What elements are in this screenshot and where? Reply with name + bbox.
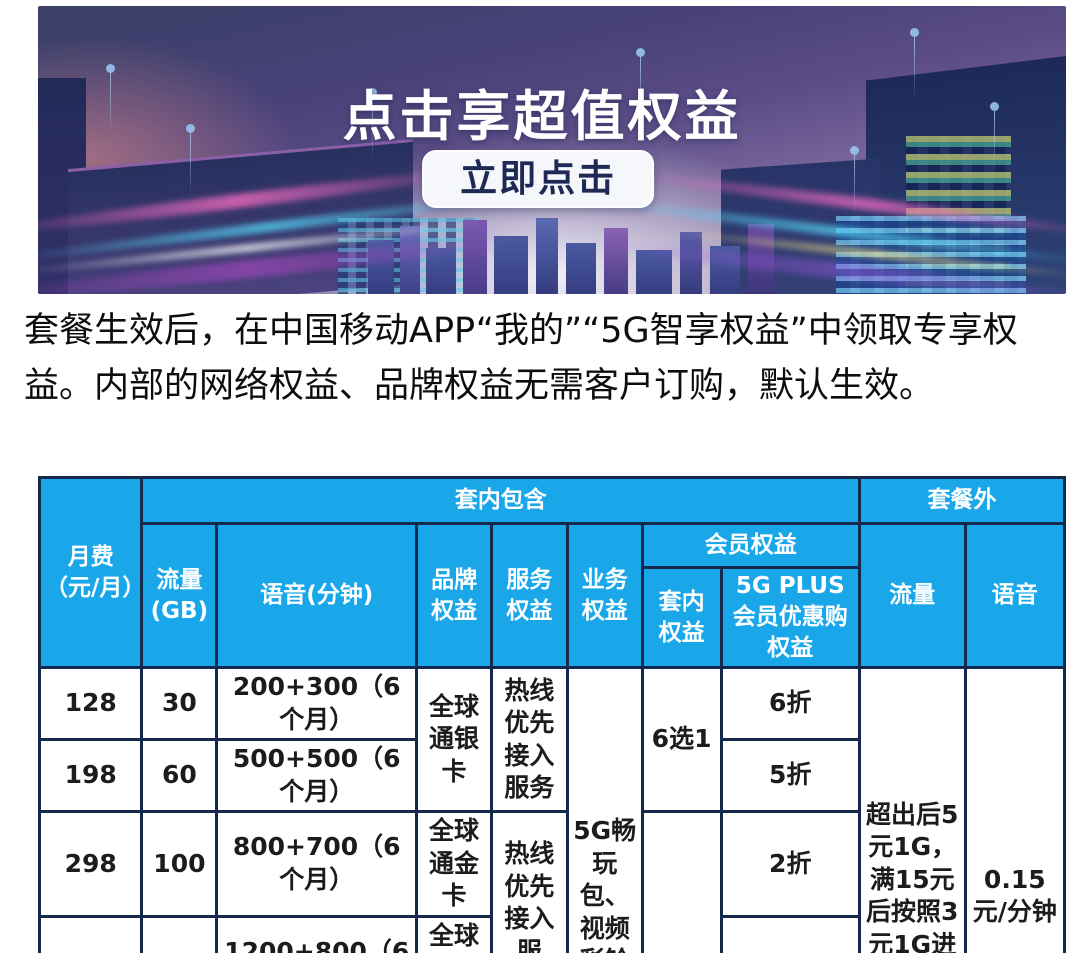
cell-voice: 1200+800（6个月） [215,914,419,953]
cell-data: 30 [140,666,219,742]
cell-data: 150 [140,914,219,953]
cell-choice: 6选1 [640,666,723,814]
cell-discount: 6折 [719,666,861,742]
header-in-package: 套内包含 [140,476,861,525]
cell-overage-data: 超出后5元1G，满15元后按照3元1G进行计费 [857,666,967,953]
cell-business: 5G畅玩包、视频彩铃 [565,666,644,953]
table-row: 398 150 1200+800（6个月） 全球通白金卡 免费 [37,914,1065,953]
cell-voice: 800+700（6个月） [215,810,419,918]
cell-discount: 免费 [719,914,861,953]
header-out-voice: 语音 [963,521,1067,670]
header-monthly-fee: 月费（元/月） [37,475,145,670]
banner-cta-button[interactable]: 立即点击 [422,150,655,208]
header-out-data: 流量 [857,521,967,670]
cell-voice: 200+300（6个月） [215,666,419,742]
header-member-rights: 会员权益 [640,522,861,569]
cell-fee: 198 [37,738,144,814]
cell-brand: 全球通白金卡 [415,914,493,953]
table-row: 198 60 500+500（6个月） 5折 [37,738,1065,814]
header-business-rights: 业务权益 [565,521,644,670]
intro-paragraph: 套餐生效后，在中国移动APP“我的”“5G智享权益”中领取专享权益。内部的网络权… [24,311,1018,406]
header-out-of-package: 套餐外 [857,476,1067,525]
cell-discount: 5折 [719,738,861,814]
plan-table: 月费（元/月） 套内包含 套餐外 流量(GB) 语音(分钟) 品牌权益 服务权益… [37,475,1067,953]
cell-fee: 128 [37,666,144,742]
cell-voice: 500+500（6个月） [215,738,419,814]
header-voice-min: 语音(分钟) [215,521,419,670]
header-service-rights: 服务权益 [489,521,569,670]
cell-brand: 全球通金卡 [415,810,493,918]
cell-fee: 298 [37,810,144,918]
cell-service: 热线优先接入服务 [489,666,569,814]
table-row: 128 30 200+300（6个月） 全球通银卡 热线优先接入服务 5G畅玩包… [37,666,1067,953]
cell-discount: 2折 [719,810,861,918]
cell-service: 热线优先接入服务、延期停机服务 [489,810,569,953]
cell-brand: 全球通银卡 [415,666,493,814]
header-in-package-rights: 套内权益 [640,565,723,670]
table-row: 298 100 800+700（6个月） 全球通金卡 热线优先接入服务、延期停机… [37,810,1065,953]
header-plus-member-rights: 5G PLUS会员优惠购权益 [719,565,861,670]
promo-banner[interactable]: 点击享超值权益 立即点击 [38,6,1066,294]
header-data-gb: 流量(GB) [140,521,219,670]
header-brand-rights: 品牌权益 [415,521,493,670]
cell-overage-voice: 0.15元/分钟 [963,666,1067,953]
banner-title: 点击享超值权益 [342,85,742,148]
cell-choice: 6选2 [640,810,723,953]
cell-fee: 398 [37,914,144,953]
cell-data: 60 [140,738,219,814]
cell-data: 100 [140,810,219,918]
